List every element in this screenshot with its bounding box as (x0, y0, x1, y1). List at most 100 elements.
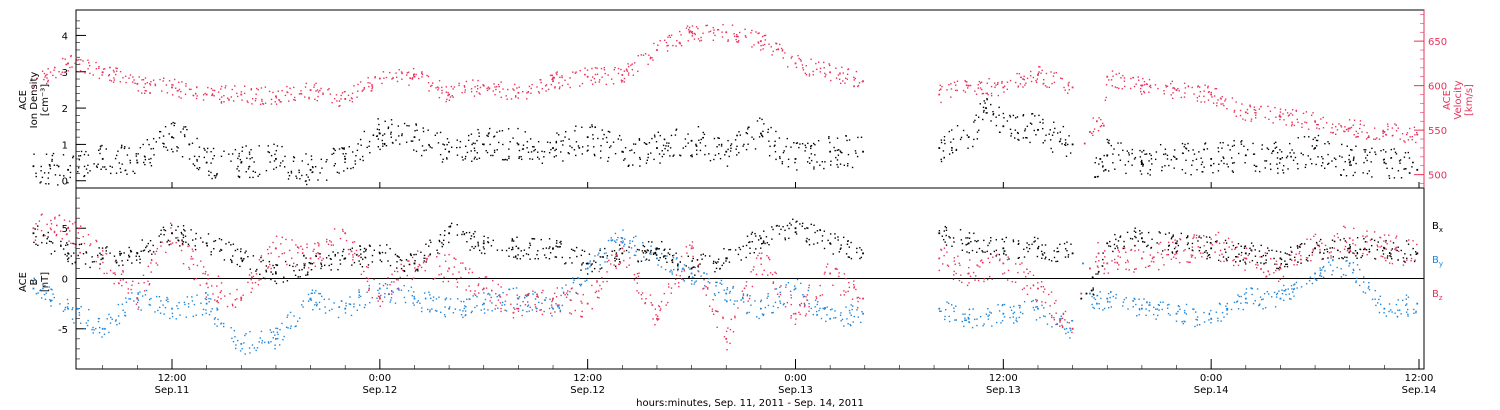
bx-point (307, 271, 309, 273)
velocity-point (339, 104, 341, 107)
by-point (1264, 307, 1267, 309)
density-point (548, 151, 551, 154)
bz-point (400, 263, 402, 266)
bx-point (270, 278, 272, 281)
by-point (216, 325, 218, 327)
density-point (1294, 156, 1297, 159)
velocity-point (515, 95, 517, 97)
bz-point (1363, 247, 1366, 249)
density-point (171, 136, 173, 139)
bz-point (1210, 242, 1213, 245)
by-point (1363, 281, 1365, 283)
velocity-point (275, 97, 278, 99)
bz-point (790, 303, 792, 306)
velocity-point (539, 78, 541, 81)
by-point (849, 323, 851, 326)
density-point (486, 134, 488, 137)
velocity-point (598, 81, 600, 83)
velocity-point (586, 69, 589, 71)
velocity-point (1368, 135, 1370, 137)
velocity-point (144, 92, 146, 94)
velocity-point (1316, 127, 1318, 129)
bz-point (598, 290, 600, 292)
bz-point (103, 272, 105, 275)
bx-point (231, 261, 233, 264)
bx-point (1080, 297, 1083, 300)
velocity-point (1322, 127, 1325, 129)
velocity-point (594, 67, 597, 69)
by-point (340, 300, 343, 302)
bz-point (211, 285, 213, 287)
bz-point (1198, 235, 1201, 237)
by-point (649, 252, 651, 255)
bz-point (1118, 264, 1120, 266)
bz-point (686, 252, 688, 254)
density-point (343, 147, 345, 149)
velocity-point (954, 84, 957, 86)
velocity-point (579, 85, 581, 87)
bz-point (72, 223, 74, 225)
by-point (623, 245, 625, 247)
by-point (345, 302, 347, 304)
velocity-point (1385, 134, 1388, 136)
bz-point (938, 257, 941, 260)
by-point (1048, 312, 1051, 315)
bx-point (286, 280, 289, 282)
density-point (144, 158, 147, 161)
bx-point (177, 239, 180, 242)
velocity-point (1359, 127, 1361, 130)
by-point (762, 314, 764, 317)
bz-point (53, 231, 56, 234)
density-point (1181, 152, 1184, 154)
bx-point (72, 242, 74, 245)
density-point (517, 143, 520, 146)
bx-point (378, 251, 381, 254)
velocity-point (1170, 82, 1172, 85)
bx-point (401, 259, 403, 262)
density-point (1049, 129, 1051, 131)
by-point (264, 341, 266, 344)
bz-point (1330, 255, 1332, 257)
velocity-point (1060, 77, 1062, 79)
bx-point (101, 257, 104, 260)
bz-point (1247, 254, 1249, 257)
bz-point (729, 328, 732, 331)
velocity-point (400, 71, 403, 73)
by-point (1210, 322, 1212, 324)
bx-point (369, 245, 371, 247)
by-point (195, 314, 197, 316)
by-point (155, 295, 158, 298)
bz-point (959, 264, 961, 267)
bx-point (232, 243, 235, 245)
velocity-point (1173, 87, 1175, 89)
velocity-point (812, 74, 815, 76)
bz-point (946, 264, 949, 266)
bz-point (1172, 241, 1174, 244)
velocity-point (623, 81, 626, 83)
velocity-point (667, 36, 669, 38)
density-point (1141, 163, 1144, 165)
velocity-point (784, 52, 786, 54)
by-point (585, 268, 587, 270)
by-point (998, 310, 1001, 312)
velocity-point (1366, 132, 1368, 134)
density-point (943, 156, 945, 159)
density-point (758, 136, 761, 138)
by-point (1015, 317, 1018, 319)
by-point (269, 329, 272, 331)
velocity-point (44, 76, 46, 78)
bz-point (288, 249, 291, 252)
bx-point (60, 240, 62, 243)
y-tick-label-left-top: 4 (62, 31, 68, 42)
velocity-point (1140, 93, 1143, 95)
by-point (117, 315, 120, 317)
density-point (522, 144, 525, 146)
legend-entry-subscript: y (1439, 260, 1443, 268)
velocity-point (243, 92, 246, 95)
velocity-point (196, 86, 198, 89)
velocity-point (620, 68, 622, 71)
velocity-point (464, 89, 467, 91)
by-point (1134, 298, 1136, 300)
bz-point (819, 294, 822, 297)
density-point (306, 183, 308, 186)
